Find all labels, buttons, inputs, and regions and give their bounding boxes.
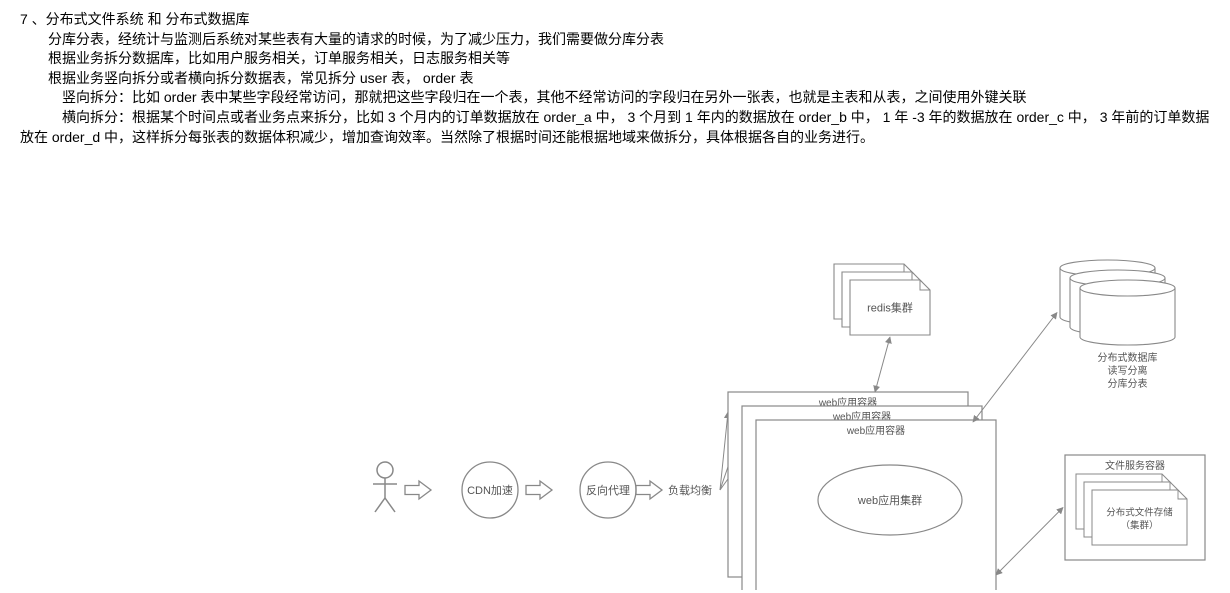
web-redis-edge — [875, 337, 890, 392]
text-content: 7 、分布式文件系统 和 分布式数据库 分库分表，经统计与监测后系统对某些表有大… — [0, 0, 1230, 152]
flow-arrow-icon — [636, 481, 662, 499]
paragraph-4: 竖向拆分：比如 order 表中某些字段经常访问，那就把这些字段归在一个表，其他… — [20, 88, 1210, 108]
cdn-label: CDN加速 — [467, 484, 513, 497]
title-line: 7 、分布式文件系统 和 分布式数据库 — [20, 10, 1210, 30]
file-container-label: 文件服务容器 — [1105, 459, 1165, 472]
db-label-2: 读写分离 — [1108, 364, 1148, 377]
proxy-label: 反向代理 — [586, 483, 630, 497]
paragraph-1: 分库分表，经统计与监测后系统对某些表有大量的请求的时候，为了减少压力，我们需要做… — [20, 30, 1210, 50]
redis-label: redis集群 — [867, 301, 913, 315]
paragraph-5: 横向拆分：根据某个时间点或者业务点来拆分，比如 3 个月内的订单数据放在 ord… — [20, 108, 1210, 147]
paragraph-3: 根据业务竖向拆分或者横向拆分数据表，常见拆分 user 表， order 表 — [20, 69, 1210, 89]
user-icon — [377, 462, 393, 478]
architecture-diagram: CDN加速反向代理负载均衡web应用容器web应用容器web应用容器web应用集… — [340, 250, 1220, 590]
web-file-edge — [996, 508, 1063, 576]
file-storage-label-1: 分布式文件存储 — [1106, 507, 1173, 519]
web-db-edge — [973, 313, 1057, 423]
paragraph-2: 根据业务拆分数据库，比如用户服务相关，订单服务相关，日志服务相关等 — [20, 49, 1210, 69]
diagram-svg: CDN加速反向代理负载均衡web应用容器web应用容器web应用容器web应用集… — [340, 250, 1220, 590]
lb-label: 负载均衡 — [668, 483, 712, 497]
web-container-label: web应用容器 — [846, 424, 905, 437]
flow-arrow-icon — [526, 481, 552, 499]
flow-arrow-icon — [405, 481, 431, 499]
file-storage-label-2: （集群） — [1120, 520, 1158, 532]
db-label-1: 分布式数据库 — [1098, 351, 1158, 364]
web-cluster-label: web应用集群 — [857, 493, 922, 507]
db-label-3: 分库分表 — [1108, 377, 1148, 390]
